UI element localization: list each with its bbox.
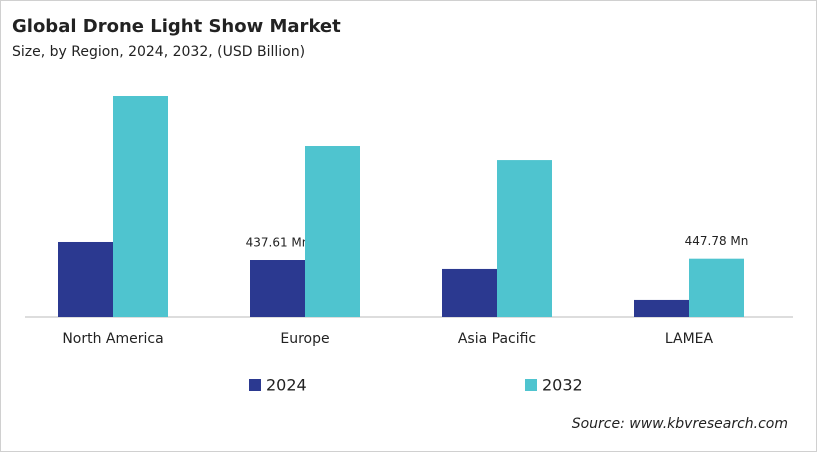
bar [442,268,497,317]
chart-subtitle: Size, by Region, 2024, 2032, (USD Billio… [12,44,305,60]
source: Source: www.kbvresearch.com [572,416,788,432]
bar [250,260,305,317]
legend-swatch [249,379,261,391]
data-label: 447.78 Mn [685,234,749,248]
bar [634,299,689,317]
x-tick-label: North America [62,331,163,347]
legend-swatch [525,379,537,391]
bar [689,258,744,317]
legend-label: 2024 [266,376,307,395]
data-label: 437.61 Mn [246,236,310,250]
chart-title: Global Drone Light Show Market [12,16,341,37]
bar [113,96,168,317]
legend-label: 2032 [542,376,583,395]
x-tick-label: LAMEA [665,331,714,347]
bar [305,146,360,317]
x-tick-label: Europe [280,331,329,347]
bar [58,241,113,317]
x-tick-label: Asia Pacific [458,331,536,347]
bar [497,160,552,317]
